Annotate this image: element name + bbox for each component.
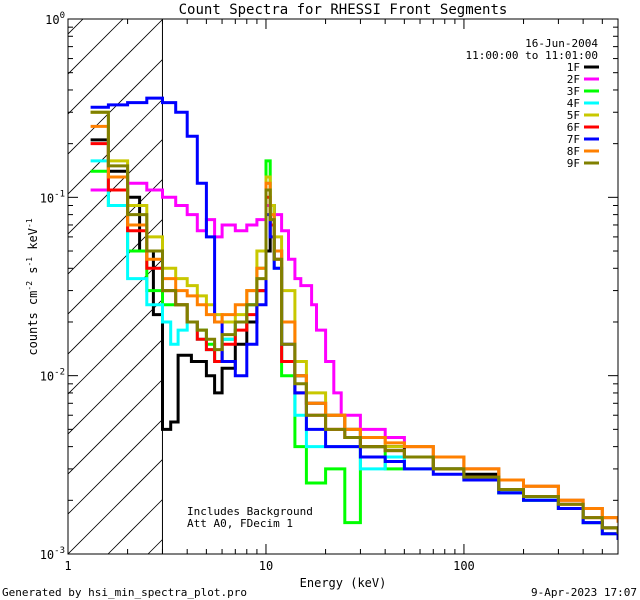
y-axis-label: counts cm-2 s-1 keV-1 [25,218,40,355]
legend-label-1F: 1F [567,61,580,74]
legend-label-2F: 2F [567,73,580,86]
y-tick-label: 100 [45,11,65,27]
hatched-region [68,19,618,554]
svg-text:counts cm-2 s-1 keV-1: counts cm-2 s-1 keV-1 [25,218,40,355]
y-tick-label: 10-1 [40,189,65,205]
x-tick-label: 10 [259,559,273,573]
legend-label-6F: 6F [567,121,580,134]
legend-label-9F: 9F [567,157,580,170]
chart-title: Count Spectra for RHESSI Front Segments [179,2,508,18]
series-group [90,96,618,540]
hatch-line [68,19,164,115]
x-tick-label: 1 [64,559,71,573]
hatch-mask [162,19,618,554]
x-axis-label: Energy (keV) [300,576,387,590]
date-label: 16-Jun-2004 [525,37,598,50]
annotation-background: Includes Background [187,505,313,518]
x-tick-label: 100 [453,559,475,573]
hatch-line [68,19,124,75]
series-9F [90,110,618,534]
axes: 1 10 100 100 10-1 10-2 10-3 [40,11,619,573]
legend-label-5F: 5F [567,109,580,122]
plot-frame [67,18,619,555]
time-range-label: 11:00:00 to 11:01:00 [466,49,598,62]
legend-label-8F: 8F [567,145,580,158]
footer-generated-by: Generated by hsi_min_spectra_plot.pro [2,586,247,599]
legend-label-3F: 3F [567,85,580,98]
legend-label-7F: 7F [567,133,580,146]
y-tick-label: 10-3 [40,546,65,562]
footer-timestamp: 9-Apr-2023 17:07 [531,586,637,599]
legend-label-4F: 4F [567,97,580,110]
y-tick-label: 10-2 [40,368,65,384]
annotation-attenuator: Att A0, FDecim 1 [187,517,293,530]
